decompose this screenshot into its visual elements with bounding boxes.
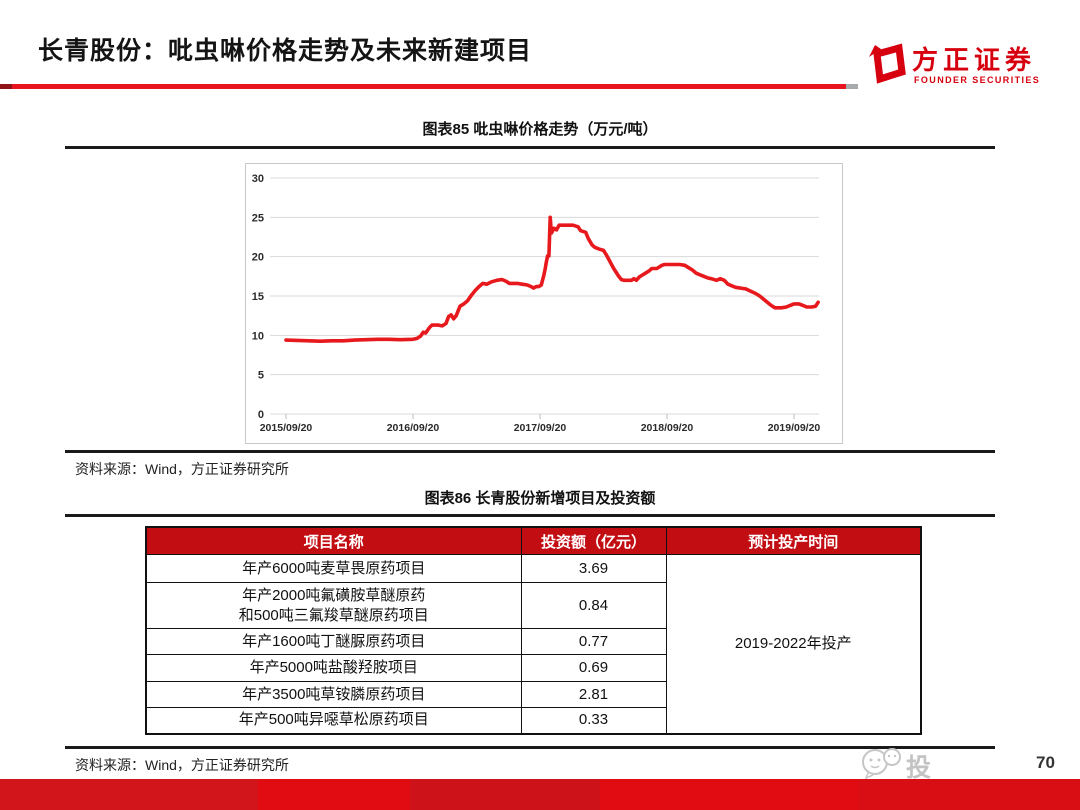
y-tick-label: 25 — [252, 212, 264, 224]
price-line — [284, 215, 820, 343]
col-header-investment: 投资额（亿元） — [520, 526, 667, 555]
band-segment — [410, 779, 600, 810]
investment-cell: 3.69 — [520, 554, 667, 583]
chat-bubbles-icon — [862, 748, 901, 780]
bottom-red-band — [0, 779, 1080, 810]
project-name-cell: 年产1600吨丁醚脲原药项目 — [145, 628, 522, 655]
investment-cell: 0.33 — [520, 707, 667, 734]
project-name-cell: 年产6000吨麦草畏原药项目 — [145, 554, 522, 583]
figure2-source: 资料来源：Wind，方正证券研究所 — [75, 757, 289, 773]
x-tick-label: 2017/09/20 — [514, 422, 567, 434]
project-name-cell: 年产2000吨氟磺胺草醚原药 和500吨三氟羧草醚原药项目 — [145, 582, 522, 629]
figure1-source: 资料来源：Wind，方正证券研究所 — [75, 461, 289, 477]
figure2-caption: 图表86 长青股份新增项目及投资额 — [424, 490, 656, 507]
investment-cell: 2.81 — [520, 681, 667, 708]
projects-table: 项目名称 投资额（亿元） 预计投产时间 年产6000吨麦草畏原药项目 3.69 20… — [145, 526, 922, 735]
y-tick-label: 15 — [252, 291, 264, 303]
x-tick-label: 2015/09/20 — [260, 422, 313, 434]
band-segment — [258, 779, 410, 810]
rule-above-figure2-source — [65, 746, 995, 749]
x-tick-label: 2016/09/20 — [387, 422, 440, 434]
founder-logo-icon — [869, 43, 906, 84]
table-row: 年产500吨异噁草松原药项目 0.33 — [145, 707, 921, 734]
investment-cell: 0.84 — [520, 582, 667, 629]
band-segment — [600, 779, 858, 810]
underline-main — [12, 84, 846, 89]
founder-securities-logo: 方正证券 FOUNDER SECURITIES — [866, 43, 1066, 94]
x-tick-label: 2018/09/20 — [641, 422, 694, 434]
title-underline — [0, 84, 1080, 89]
page-number: 70 — [1036, 753, 1055, 772]
investment-cell: 0.69 — [520, 654, 667, 682]
price-chart: 0 5 10 15 20 25 30 2015/09/20 2016/09/20 2017/09/… — [245, 163, 843, 444]
project-name-cell: 年产500吨异噁草松原药项目 — [145, 707, 522, 734]
underline-right-cap — [846, 84, 858, 89]
band-segment — [0, 779, 258, 810]
y-tick-label: 0 — [258, 409, 264, 421]
rule-above-figure1-source — [65, 450, 995, 453]
investment-cell: 0.77 — [520, 628, 667, 655]
table-header-row: 项目名称 投资额（亿元） 预计投产时间 — [145, 526, 922, 555]
project-name-cell: 年产5000吨盐酸羟胺项目 — [145, 654, 522, 682]
x-tick-label: 2019/09/20 — [768, 422, 821, 434]
y-tick-label: 10 — [252, 330, 264, 342]
band-segment — [858, 779, 1080, 810]
y-tick-label: 5 — [258, 370, 264, 382]
col-header-project: 项目名称 — [145, 526, 522, 555]
project-name-cell: 年产3500吨草铵膦原药项目 — [145, 681, 522, 708]
rule-under-figure1-caption — [65, 146, 995, 149]
price-chart-svg: 0 5 10 15 20 25 30 2015/09/20 2016/09/20 2017/09/… — [252, 173, 821, 434]
projects-table-body: 年产6000吨麦草畏原药项目 3.69 2019-2022年投产 年产2000吨氟磺胺… — [145, 554, 922, 734]
rule-under-figure2-caption — [65, 514, 995, 517]
schedule-merged-cell: 2019-2022年投产 — [665, 554, 922, 734]
underline-left-cap — [0, 84, 12, 89]
figure1-caption: 图表85 吡虫啉价格走势（万元/吨） — [422, 121, 658, 138]
logo-name-cn: 方正证券 — [912, 45, 1037, 75]
table-row: 年产5000吨盐酸羟胺项目 0.69 — [145, 654, 921, 682]
y-tick-label: 20 — [252, 252, 264, 264]
table-row: 年产1600吨丁醚脲原药项目 0.77 — [145, 628, 921, 655]
logo-name-en: FOUNDER SECURITIES — [914, 75, 1041, 85]
table-row: 年产3500吨草铵膦原药项目 2.81 — [145, 681, 921, 708]
page-title: 长青股份：吡虫啉价格走势及未来新建项目 — [38, 37, 533, 65]
y-tick-label: 30 — [252, 173, 264, 185]
col-header-schedule: 预计投产时间 — [665, 526, 922, 555]
table-row: 年产6000吨麦草畏原药项目 3.69 2019-2022年投产 — [145, 554, 922, 734]
